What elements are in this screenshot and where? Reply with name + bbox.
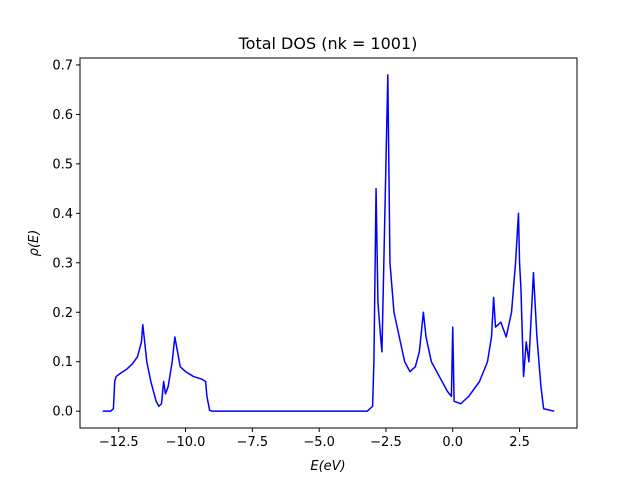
plot-frame (79, 57, 578, 429)
y-tick-label: 0.7 (52, 58, 73, 73)
x-tick-label: −5.0 (303, 435, 335, 450)
y-tick-label: 0.6 (52, 108, 73, 123)
y-tick-label: 0.0 (52, 405, 73, 420)
x-axis-label: E(eV) (310, 459, 345, 474)
y-tick-label: 0.3 (52, 256, 73, 271)
x-tick-label: 2.5 (509, 435, 530, 450)
y-tick-label: 0.1 (52, 355, 73, 370)
y-tick-label: 0.5 (52, 157, 73, 172)
y-tick-label: 0.4 (52, 207, 73, 222)
x-tick-label: −12.5 (99, 435, 139, 450)
dos-line (102, 74, 555, 412)
x-tick-label: −2.5 (370, 435, 402, 450)
y-axis-label: ρ(E) (27, 230, 42, 257)
x-tick-label: −10.0 (166, 435, 206, 450)
y-tick-label: 0.2 (52, 306, 73, 321)
x-tick-label: 0.0 (442, 435, 463, 450)
chart-title: Total DOS (nk = 1001) (238, 34, 418, 53)
x-tick-label: −7.5 (237, 435, 269, 450)
